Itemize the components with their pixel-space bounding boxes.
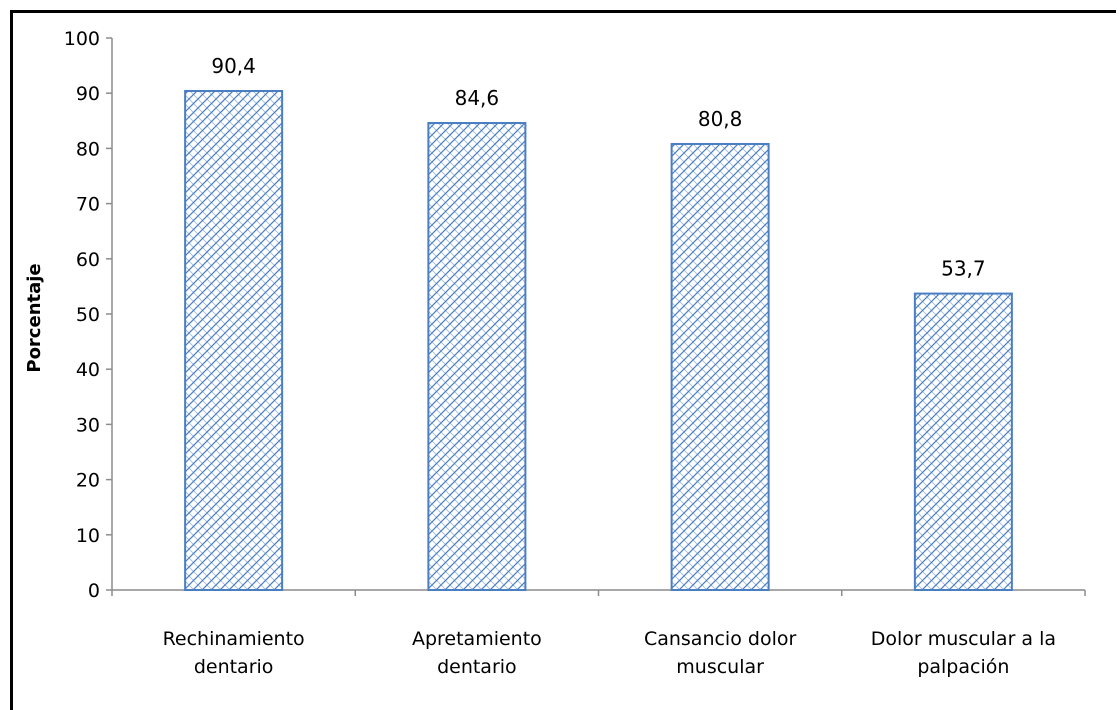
- y-tick-label: 90: [76, 83, 100, 105]
- chart-frame: [10, 10, 1116, 710]
- y-tick-label: 100: [64, 28, 100, 50]
- bar: [670, 142, 770, 591]
- bar: [427, 122, 527, 592]
- y-tick-label: 60: [76, 249, 100, 271]
- y-tick-label: 0: [88, 580, 100, 602]
- y-axis-label: Porcentaje: [24, 263, 45, 372]
- x-tick-label: Rechinamiento dentario: [163, 628, 305, 678]
- y-tick-label: 50: [76, 304, 100, 326]
- x-tick-label: Apretamiento dentario: [412, 628, 542, 678]
- y-tick-label: 20: [76, 470, 100, 492]
- y-tick-label: 10: [76, 525, 100, 547]
- y-tick-label: 30: [76, 414, 100, 436]
- bar: [184, 89, 284, 591]
- x-tick-label: Cansancio dolor muscular: [644, 628, 797, 678]
- y-tick-label: 80: [76, 138, 100, 160]
- data-label: 53,7: [941, 257, 986, 281]
- data-label: 84,6: [455, 86, 500, 110]
- bars: [184, 89, 1013, 592]
- data-label: 90,4: [211, 54, 256, 78]
- axes: 0 10 20 30 40 50 60 70 80 90 100 Rechinamiento denta…: [64, 28, 1086, 678]
- y-tick-label: 40: [76, 359, 100, 381]
- data-label: 80,8: [698, 107, 743, 131]
- y-tick-label: 70: [76, 194, 100, 216]
- x-tick-label: Dolor muscular a la palpación: [871, 628, 1056, 678]
- bar: [913, 292, 1013, 591]
- data-labels: 90,4 84,6 80,8 53,7: [211, 54, 985, 281]
